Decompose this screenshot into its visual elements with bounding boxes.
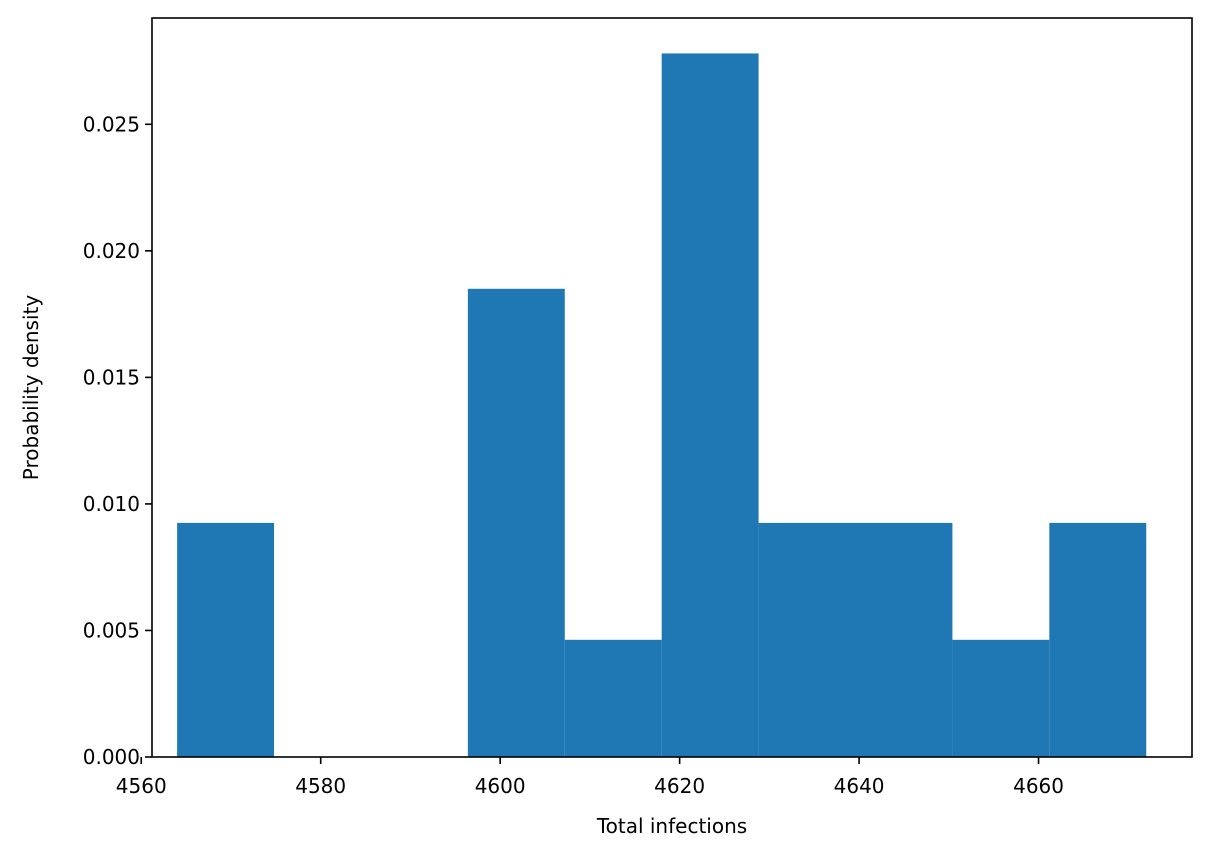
histogram-bar-0	[177, 522, 275, 757]
histogram-bar-4	[564, 639, 662, 757]
x-tick-label: 4660	[1013, 774, 1064, 798]
x-tick-label: 4580	[295, 774, 346, 798]
histogram-bar-6	[758, 522, 856, 757]
histogram-bars	[177, 53, 1147, 757]
y-axis-label: Probability density	[19, 295, 43, 481]
y-tick-label: 0.000	[83, 745, 140, 769]
x-axis-ticks: 4560 4580 4600 4620 4640 4660	[116, 757, 1064, 798]
y-tick-label: 0.025	[83, 112, 140, 136]
y-tick-label: 0.005	[83, 618, 140, 642]
x-tick-label: 4600	[475, 774, 526, 798]
histogram-bar-3	[467, 288, 565, 757]
histogram-bar-8	[952, 639, 1050, 757]
histogram-bar-9	[1049, 522, 1147, 757]
y-tick-label: 0.020	[83, 239, 140, 263]
x-axis-label: Total infections	[596, 814, 747, 838]
x-tick-label: 4620	[654, 774, 705, 798]
axes-frame	[151, 17, 1193, 758]
x-tick-label: 4560	[116, 774, 167, 798]
y-tick-label: 0.015	[83, 365, 140, 389]
x-tick-label: 4640	[834, 774, 885, 798]
histogram-bar-7	[855, 522, 953, 757]
y-axis-ticks: 0.000 0.005 0.010 0.015 0.020 0.025	[83, 112, 152, 769]
y-tick-label: 0.010	[83, 492, 140, 516]
histogram-bar-5	[661, 53, 759, 757]
